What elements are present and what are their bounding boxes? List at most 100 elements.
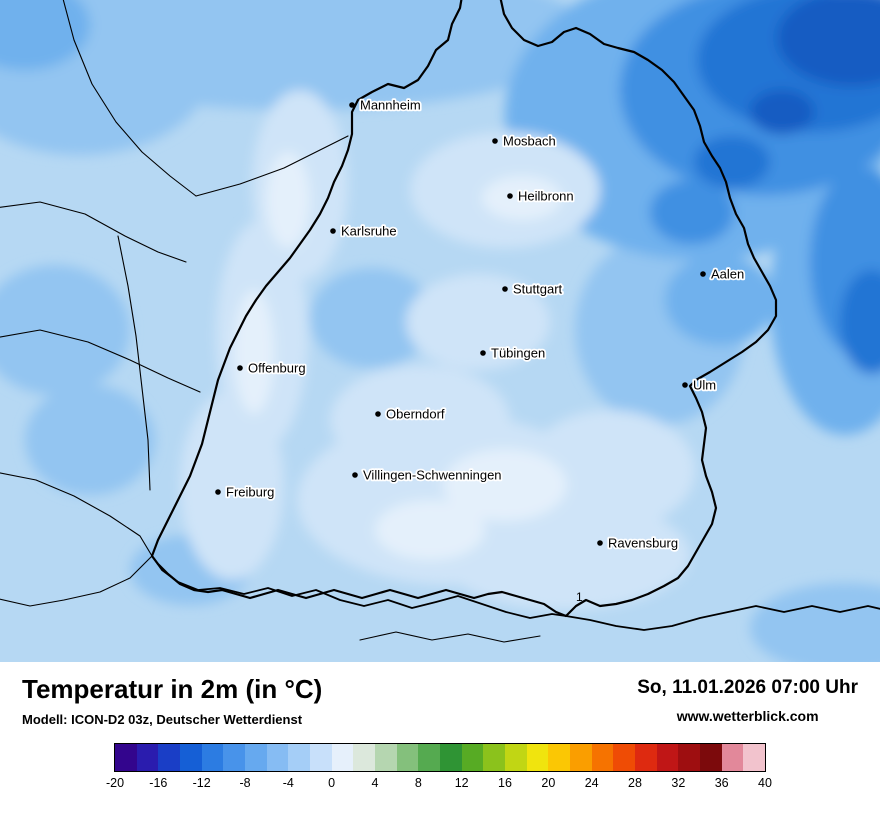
city-label: Mannheim	[360, 98, 421, 113]
temp-blob	[525, 410, 695, 530]
legend-tick-label: 40	[758, 776, 772, 790]
city-dot	[507, 193, 513, 199]
legend-color-segment	[288, 744, 311, 771]
temp-blob	[0, 265, 130, 395]
legend-color-segment	[505, 744, 527, 771]
legend-tick-label: -4	[282, 776, 294, 790]
legend-color-segment	[115, 744, 137, 771]
temp-blob	[443, 449, 567, 521]
legend-color-segment	[158, 744, 181, 771]
website-link[interactable]: www.wetterblick.com	[676, 708, 819, 724]
legend-tick-label: 32	[671, 776, 686, 790]
legend-tick-label: -12	[192, 776, 211, 790]
city-label: Offenburg	[248, 361, 306, 376]
city-marker-heilbronn: Heilbronn	[507, 187, 575, 205]
legend-color-segment	[353, 744, 376, 771]
city-dot	[352, 472, 358, 478]
southern-border	[565, 605, 880, 631]
city-label: Villingen-Schwenningen	[363, 468, 502, 483]
legend-color-segment	[440, 744, 462, 771]
city-dot	[480, 350, 486, 356]
legend-color-segment	[678, 744, 701, 771]
temp-blob	[777, 0, 880, 86]
city-marker-mosbach: Mosbach	[492, 132, 558, 150]
district-border	[0, 201, 187, 263]
legend-color-segment	[743, 744, 766, 771]
city-marker-stuttgart: Stuttgart	[502, 280, 564, 298]
temperature-field	[0, 0, 880, 662]
city-label: Heilbronn	[518, 189, 574, 204]
state-border-outline	[150, 0, 778, 618]
temp-blob	[750, 90, 814, 134]
city-label: Aalen	[711, 267, 744, 282]
city-marker-oberndorf: Oberndorf	[375, 405, 447, 423]
southern-border	[151, 555, 567, 619]
legend-color-segment	[266, 744, 289, 771]
city-dot	[349, 102, 355, 108]
city-label: Freiburg	[226, 485, 274, 500]
legend-color-segment	[635, 744, 657, 771]
legend-tick-label: 0	[328, 776, 336, 790]
city-marker-ulm: Ulm	[682, 376, 718, 394]
region-borders	[0, 0, 880, 643]
temp-blob	[180, 390, 284, 580]
legend-color-segment	[721, 744, 744, 771]
legend-color-segment	[180, 744, 202, 771]
city-marker-aalen: Aalen	[700, 265, 746, 283]
city-label: Karlsruhe	[341, 224, 397, 239]
city-label: Ravensburg	[608, 536, 678, 551]
district-border	[117, 235, 151, 491]
legend-color-segment	[201, 744, 224, 771]
temp-blob	[234, 290, 274, 414]
southern-border	[0, 555, 153, 607]
legend-color-segment	[136, 744, 159, 771]
temp-blob	[750, 583, 880, 662]
district-border	[0, 329, 201, 393]
info-row: Temperatur in 2m (in °C) Modell: ICON-D2…	[0, 674, 880, 727]
legend-tick-label: 24	[584, 776, 599, 790]
legend-color-segment	[461, 744, 484, 771]
city-dot	[330, 228, 336, 234]
legend-tick-label: 4	[371, 776, 379, 790]
legend-color-segment	[375, 744, 397, 771]
city-dot	[237, 365, 243, 371]
city-marker-ravensburg: Ravensburg	[597, 534, 680, 552]
district-border	[195, 135, 349, 197]
legend-color-segment	[700, 744, 722, 771]
city-dot	[375, 411, 381, 417]
legend-tick-label: 28	[628, 776, 642, 790]
city-label: Tübingen	[491, 346, 545, 361]
city-dot	[502, 286, 508, 292]
legend-color-segment	[396, 744, 419, 771]
legend-color-segment	[310, 744, 332, 771]
temp-blob	[694, 136, 770, 188]
map-annotations: 1	[576, 590, 583, 604]
temperature-legend: -20 -16 -12 -8 -4 0 4 8 12 16 20 24 28 32 36 40	[0, 743, 880, 792]
legend-tick-row: -20 -16 -12 -8 -4 0 4 8 12 16 20 24 28 32 36 40	[106, 776, 772, 792]
city-marker-villingen-schwenningen: Villingen-Schwenningen	[352, 466, 503, 484]
city-marker-t-bingen: Tübingen	[480, 344, 547, 362]
map-svg: 1 Mannheim Mosbach Heilbronn Karlsruhe Stutt…	[0, 0, 880, 662]
temp-blob	[25, 385, 155, 495]
city-dot	[700, 271, 706, 277]
legend-color-segment	[526, 744, 549, 771]
legend-color-segment	[331, 744, 354, 771]
city-marker-freiburg: Freiburg	[215, 483, 276, 501]
city-dot	[597, 540, 603, 546]
legend-color-segment	[613, 744, 636, 771]
district-border	[0, 472, 153, 557]
temp-blob	[375, 500, 485, 560]
city-label: Oberndorf	[386, 407, 445, 422]
city-marker-karlsruhe: Karlsruhe	[330, 222, 398, 240]
city-label: Mosbach	[503, 134, 556, 149]
temperature-map: 1 Mannheim Mosbach Heilbronn Karlsruhe Stutt…	[0, 0, 880, 662]
legend-tick-label: 36	[714, 776, 729, 790]
legend-color-segment	[245, 744, 267, 771]
district-border	[62, 0, 197, 197]
legend-tick-label: 12	[454, 776, 469, 790]
legend-color-segment	[483, 744, 506, 771]
legend-color-segment	[418, 744, 441, 771]
temp-blob	[840, 270, 880, 374]
model-info: Modell: ICON-D2 03z, Deutscher Wetterdie…	[22, 712, 303, 727]
city-marker-mannheim: Mannheim	[349, 96, 422, 114]
